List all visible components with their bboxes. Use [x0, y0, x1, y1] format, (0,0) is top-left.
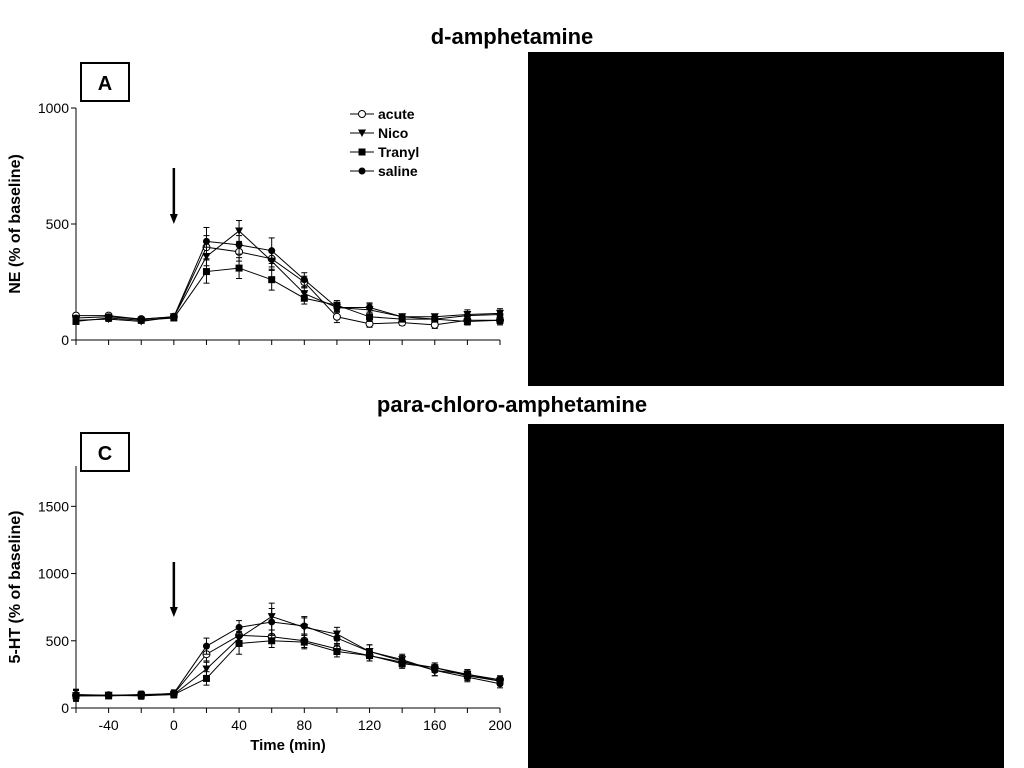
data-point	[202, 237, 210, 245]
x-tick-label: 80	[297, 717, 313, 733]
y-axis-label: NE (% of baseline)	[7, 154, 24, 294]
data-point	[332, 312, 341, 321]
series-acute	[72, 628, 504, 702]
x-tick-label: 200	[488, 717, 512, 733]
y-tick-label: 500	[46, 633, 70, 649]
data-point	[398, 313, 406, 321]
data-point	[366, 648, 374, 656]
legend-marker	[358, 167, 366, 175]
data-point	[496, 310, 504, 318]
y-tick-label: 0	[61, 332, 69, 348]
data-point	[235, 227, 244, 235]
panel-label-box	[80, 62, 130, 102]
data-point	[202, 665, 211, 674]
data-point	[333, 634, 341, 642]
x-axis-label: Time (min)	[250, 737, 326, 754]
data-point	[300, 622, 308, 630]
data-point	[137, 315, 145, 323]
data-point	[170, 313, 178, 321]
y-tick-label: 0	[61, 700, 69, 716]
data-point	[431, 315, 439, 323]
legend-item-tranyl: Tranyl	[350, 144, 419, 160]
x-tick-label: 160	[423, 717, 447, 733]
legend-label: Tranyl	[378, 144, 419, 160]
legend-marker	[358, 110, 366, 118]
legend-marker	[358, 129, 366, 137]
data-point	[137, 691, 145, 699]
legend-item-acute: acute	[350, 106, 415, 122]
data-point	[366, 313, 374, 321]
data-point	[235, 623, 243, 631]
y-tick-label: 500	[46, 216, 70, 232]
data-point	[431, 666, 439, 674]
data-point	[398, 657, 406, 665]
data-point	[300, 638, 308, 646]
legend-marker	[358, 148, 366, 156]
panel-c: 0 500 1000 1500 -40 0 40 80 120 160 200 5-HT (% of …	[7, 432, 512, 754]
data-point	[72, 314, 80, 322]
x-tick-label: -40	[98, 717, 118, 733]
series-nico	[72, 602, 504, 702]
redacted-panel-top	[528, 52, 1004, 386]
y-tick-label: 1000	[38, 566, 69, 582]
data-point	[105, 691, 113, 699]
panel-label-box	[80, 432, 130, 472]
data-point	[496, 680, 504, 688]
title-d-amphetamine: d-amphetamine	[431, 24, 594, 49]
redacted-panel-bottom	[528, 424, 1004, 768]
series-line	[75, 616, 501, 697]
data-point	[463, 673, 471, 681]
data-point	[72, 691, 80, 699]
injection-arrow-head	[169, 607, 178, 617]
data-point	[366, 304, 374, 312]
series-tranyl	[72, 632, 504, 702]
data-point	[496, 316, 504, 324]
legend-item-saline: saline	[350, 163, 418, 179]
series-acute	[72, 235, 504, 329]
series-saline	[72, 608, 504, 701]
data-point	[268, 276, 276, 284]
y-axis-label: 5-HT (% of baseline)	[7, 511, 24, 664]
legend-label: Nico	[378, 125, 408, 141]
data-point	[202, 674, 210, 682]
legend-label: saline	[378, 163, 418, 179]
data-point	[235, 264, 243, 272]
data-point	[170, 689, 178, 697]
data-point	[202, 642, 210, 650]
data-point	[463, 317, 471, 325]
y-tick-label: 1000	[38, 100, 69, 116]
data-point	[300, 276, 308, 284]
legend-item-nico: Nico	[350, 125, 408, 141]
data-point	[202, 268, 210, 276]
data-point	[268, 618, 276, 626]
panel-label: A	[98, 73, 112, 95]
series-tranyl	[72, 257, 504, 326]
x-tick-label: 40	[231, 717, 247, 733]
data-point	[268, 637, 276, 645]
data-point	[268, 247, 276, 255]
x-tick-label: 0	[170, 717, 178, 733]
data-point	[235, 639, 243, 647]
series-line	[75, 621, 501, 696]
legend-label: acute	[378, 106, 415, 122]
data-point	[333, 648, 341, 656]
series-nico	[72, 220, 504, 326]
data-point	[463, 312, 471, 320]
data-point	[235, 241, 243, 249]
series-line	[75, 230, 501, 322]
series-line	[76, 246, 500, 326]
panel-label: C	[98, 443, 112, 465]
y-tick-label: 1500	[38, 498, 69, 514]
title-pca-background	[348, 386, 681, 424]
x-tick-label: 120	[358, 717, 382, 733]
series-saline	[72, 226, 504, 323]
data-point	[333, 304, 341, 312]
series-line	[75, 240, 501, 320]
data-point	[300, 294, 308, 302]
injection-arrow-head	[169, 214, 178, 224]
data-point	[105, 313, 113, 321]
title-para-chloro-amphetamine: para-chloro-amphetamine	[377, 392, 647, 417]
